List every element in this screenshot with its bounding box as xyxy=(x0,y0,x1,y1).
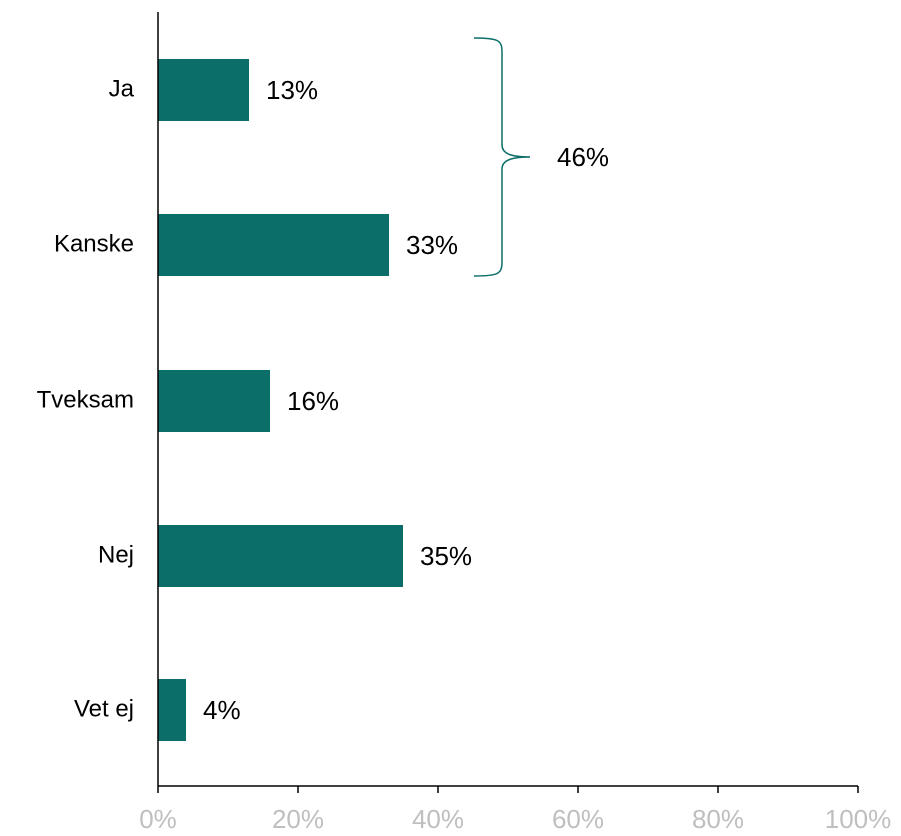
category-label-kanske: Kanske xyxy=(54,230,134,257)
bar-vet-ej xyxy=(158,679,186,741)
category-label-vet-ej: Vet ej xyxy=(74,695,134,722)
x-tick-label: 100% xyxy=(825,804,892,834)
bars-group xyxy=(158,59,403,741)
data-label-vet-ej: 4% xyxy=(203,695,241,725)
category-label-tveksam: Tveksam xyxy=(37,386,134,413)
bracket-group: 46% xyxy=(473,37,609,277)
data-label-ja: 13% xyxy=(266,75,318,105)
data-labels-group: 13% 33% 16% 35% 4% xyxy=(203,75,472,725)
data-label-kanske: 33% xyxy=(406,230,458,260)
x-tick-label: 80% xyxy=(692,804,744,834)
bracket-total-label: 46% xyxy=(557,142,609,172)
bar-nej xyxy=(158,525,403,587)
x-tick-label: 40% xyxy=(412,804,464,834)
category-label-ja: Ja xyxy=(109,75,135,102)
x-tick-label: 20% xyxy=(272,804,324,834)
x-tick-label: 0% xyxy=(139,804,177,834)
x-tick-labels-group: 0% 20% 40% 60% 80% 100% xyxy=(139,804,891,834)
bar-kanske xyxy=(158,214,389,276)
bar-tveksam xyxy=(158,370,270,432)
bar-ja xyxy=(158,59,249,121)
data-label-nej: 35% xyxy=(420,541,472,571)
category-label-nej: Nej xyxy=(98,541,134,568)
axes-group xyxy=(157,12,859,793)
data-label-tveksam: 16% xyxy=(287,386,339,416)
bracket-brace xyxy=(473,37,531,277)
x-tick-label: 60% xyxy=(552,804,604,834)
category-labels-group: Ja Kanske Tveksam Nej Vet ej xyxy=(37,75,135,722)
